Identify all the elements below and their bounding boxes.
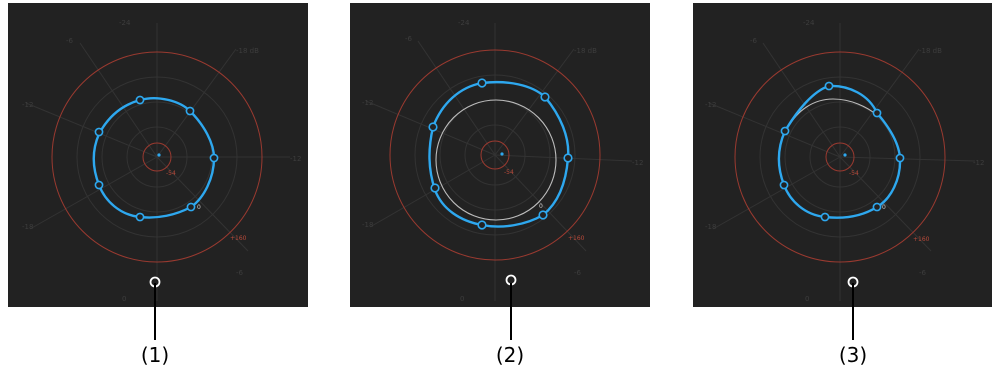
grid-spoke (839, 156, 976, 162)
inner-limit-label: -54 (504, 169, 514, 176)
axis-label: -24 (458, 19, 470, 27)
axis-label: -12 (290, 155, 301, 163)
axis-label: -12 (22, 101, 33, 109)
axis-label: -12 (705, 101, 716, 109)
grid-spoke (712, 156, 841, 230)
axis-label: 0 (460, 295, 464, 303)
grid-spoke (762, 42, 841, 158)
connector-line-2 (510, 283, 512, 340)
handle-value-label: 0 (197, 204, 201, 211)
connector-line-1 (154, 283, 156, 340)
curve-handle[interactable] (428, 122, 438, 132)
handle-value-label: 0 (882, 204, 886, 211)
grid-spoke (417, 40, 496, 156)
grid-spoke (79, 42, 158, 158)
inner-limit-label: -54 (849, 170, 859, 177)
reference-arc (785, 98, 878, 132)
outer-limit-circle (734, 51, 946, 263)
grid-spoke (494, 48, 575, 156)
axis-label: -12 (973, 159, 984, 167)
curve-handle[interactable] (779, 180, 789, 190)
outer-limit-label: +160 (913, 236, 930, 243)
grid-spoke (708, 102, 841, 158)
caption-2: (2) (495, 343, 525, 367)
curve-handle[interactable] (430, 183, 440, 193)
inner-limit-circle (142, 142, 172, 172)
grid-spoke (29, 156, 158, 230)
axis-label: -6 (66, 37, 74, 45)
axis-label: -12 (632, 159, 643, 167)
grid-spoke (839, 156, 932, 252)
curve-handle[interactable] (477, 78, 487, 88)
caption-3: (3) (838, 343, 868, 367)
curve-handle[interactable] (477, 220, 487, 230)
curve-handle[interactable] (135, 95, 145, 105)
axis-label: -18 (705, 223, 716, 231)
envelope-curve[interactable] (92, 97, 216, 219)
axis-label: -6 (236, 269, 244, 277)
curve-handle[interactable] (209, 153, 219, 163)
axis-label: -18 dB (574, 47, 597, 55)
outer-limit-circle (51, 51, 263, 263)
axis-label: -18 dB (236, 47, 259, 55)
curve-handle[interactable] (820, 212, 830, 222)
panel-3: -24 -18 dB -12 -6 0 -18 -12 -6 -54 +160 … (693, 3, 992, 307)
curve-handle[interactable] (540, 92, 550, 102)
outer-limit-circle (389, 49, 601, 261)
axis-label: -6 (574, 269, 582, 277)
axis-label: -6 (750, 37, 758, 45)
curve-handle[interactable] (185, 106, 195, 116)
curve-handle[interactable] (872, 202, 882, 212)
axis-label: -18 (22, 223, 33, 231)
caption-1: (1) (140, 343, 170, 367)
panel-2: -24 -18 dB -12 -6 0 -18 -12 -6 -54 +160 … (350, 3, 650, 307)
center-dot (157, 153, 161, 157)
axis-label: -6 (919, 269, 927, 277)
axis-label: -6 (405, 35, 413, 43)
grid-spoke (156, 48, 237, 158)
curve-handle[interactable] (872, 108, 882, 118)
radial-editor-1: -24 -18 dB -12 -6 0 -18 -12 -6 -54 +160 … (22, 19, 301, 303)
curve-handle[interactable] (538, 210, 548, 220)
inner-limit-circle (480, 140, 510, 170)
axis-label: -24 (803, 19, 815, 27)
axis-label: -18 (362, 221, 373, 229)
panel-1: -24 -18 dB -12 -6 0 -18 -12 -6 -54 +160 … (8, 3, 308, 307)
axis-label: -24 (119, 19, 131, 27)
reference-circle (435, 99, 557, 221)
curve-handle[interactable] (135, 212, 145, 222)
curve-handle[interactable] (94, 180, 104, 190)
axis-label: -18 dB (919, 47, 942, 55)
outer-limit-label: +160 (568, 235, 585, 242)
outer-limit-label: +160 (230, 235, 247, 242)
envelope-curve[interactable] (777, 84, 902, 219)
grid-spoke (839, 48, 920, 158)
inner-limit-circle (825, 142, 855, 172)
axis-label: 0 (122, 295, 126, 303)
curve-handle[interactable] (563, 153, 573, 163)
axis-label: -12 (362, 99, 373, 107)
grid-spoke (494, 154, 587, 252)
curve-handle[interactable] (186, 202, 196, 212)
curve-handle[interactable] (895, 153, 905, 163)
envelope-curve[interactable] (428, 80, 570, 228)
handle-value-label: 0 (539, 203, 543, 210)
connector-line-3 (852, 283, 854, 340)
center-dot (843, 153, 847, 157)
curve-handle[interactable] (824, 81, 834, 91)
grid-spoke (25, 102, 158, 158)
curve-handle[interactable] (94, 127, 104, 137)
radial-editor-3: -24 -18 dB -12 -6 0 -18 -12 -6 -54 +160 … (705, 19, 984, 303)
grid-spoke (156, 156, 249, 252)
radial-editor-2: -24 -18 dB -12 -6 0 -18 -12 -6 -54 +160 … (362, 19, 643, 303)
axis-label: 0 (805, 295, 809, 303)
inner-limit-label: -54 (166, 170, 176, 177)
curve-handle[interactable] (780, 126, 790, 136)
center-dot (500, 152, 504, 156)
